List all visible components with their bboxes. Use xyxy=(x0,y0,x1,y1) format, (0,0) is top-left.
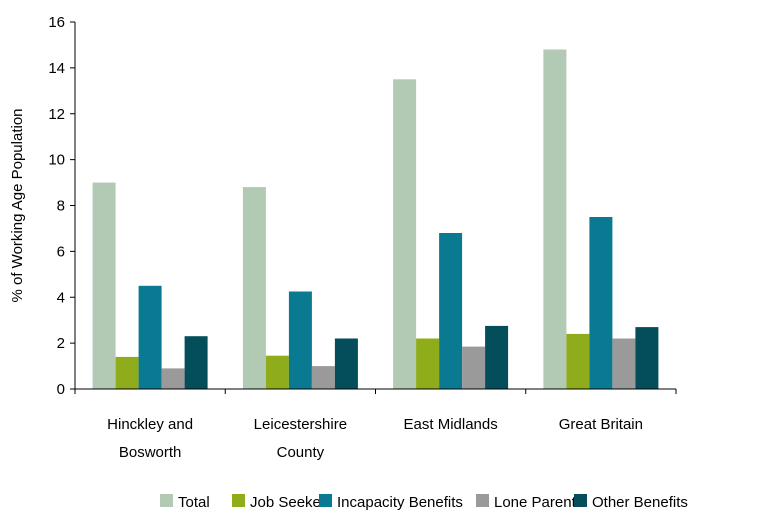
bar-lone-parent-1 xyxy=(311,366,335,389)
x-category-label-line: East Midlands xyxy=(404,416,498,433)
axes: 0 2 4 6 8 10 12 14 16 Hinckley and Bosworth Leicest… xyxy=(9,14,677,461)
legend-label-job-seeker: Job Seeker xyxy=(250,494,326,511)
legend-swatch-incapacity-benefits xyxy=(319,494,332,507)
x-category-label-line: Leicestershire xyxy=(254,416,347,433)
x-category-label-line: Hinckley and xyxy=(107,416,193,433)
y-tick-label-14: 14 xyxy=(48,60,65,77)
x-category-label-1: Leicestershire County xyxy=(254,416,347,461)
bar-other-benefits-2 xyxy=(485,325,509,389)
bar-total-3 xyxy=(543,49,567,389)
legend-swatch-lone-parent xyxy=(476,494,489,507)
legend-swatch-job-seeker xyxy=(232,494,245,507)
legend-label-lone-parent: Lone Parent xyxy=(494,494,577,511)
x-category-label-line: Bosworth xyxy=(119,444,182,461)
bar-job-seeker-2 xyxy=(416,338,440,389)
bar-incapacity-benefits-0 xyxy=(138,285,162,389)
bar-total-1 xyxy=(242,187,266,389)
y-tick-label-12: 12 xyxy=(48,106,65,123)
x-category-label-3: Great Britain xyxy=(559,416,643,433)
bar-other-benefits-1 xyxy=(334,338,358,389)
y-tick-label-4: 4 xyxy=(57,289,65,306)
legend-label-total: Total xyxy=(178,494,210,511)
bar-total-0 xyxy=(92,182,116,389)
bar-other-benefits-3 xyxy=(635,327,659,389)
bar-total-2 xyxy=(393,79,417,390)
bar-job-seeker-0 xyxy=(115,356,139,389)
bar-other-benefits-0 xyxy=(184,336,208,389)
bar-lone-parent-0 xyxy=(161,368,185,389)
legend-label-other-benefits: Other Benefits xyxy=(592,494,688,511)
legend-swatch-other-benefits xyxy=(574,494,587,507)
x-category-label-line: Great Britain xyxy=(559,416,643,433)
bar-lone-parent-2 xyxy=(462,346,486,389)
x-category-label-0: Hinckley and Bosworth xyxy=(107,416,193,461)
plot-area xyxy=(92,49,659,390)
bar-incapacity-benefits-1 xyxy=(288,291,312,389)
y-tick-label-0: 0 xyxy=(57,381,65,398)
bar-incapacity-benefits-2 xyxy=(439,233,463,389)
y-tick-label-2: 2 xyxy=(57,335,65,352)
bar-lone-parent-3 xyxy=(612,338,636,389)
y-axis-title: % of Working Age Population xyxy=(9,108,26,302)
y-tick-label-10: 10 xyxy=(48,152,65,169)
legend: Total Job Seeker Incapacity Benefits Lone P… xyxy=(160,494,688,511)
bar-job-seeker-3 xyxy=(566,333,590,389)
y-tick-label-8: 8 xyxy=(57,198,65,215)
bar-job-seeker-1 xyxy=(265,355,289,389)
legend-swatch-total xyxy=(160,494,173,507)
y-tick-label-16: 16 xyxy=(48,14,65,31)
x-category-label-2: East Midlands xyxy=(404,416,498,433)
y-tick-label-6: 6 xyxy=(57,243,65,260)
bar-incapacity-benefits-3 xyxy=(589,217,613,389)
x-category-label-line: County xyxy=(277,444,325,461)
legend-label-incapacity-benefits: Incapacity Benefits xyxy=(337,494,463,511)
